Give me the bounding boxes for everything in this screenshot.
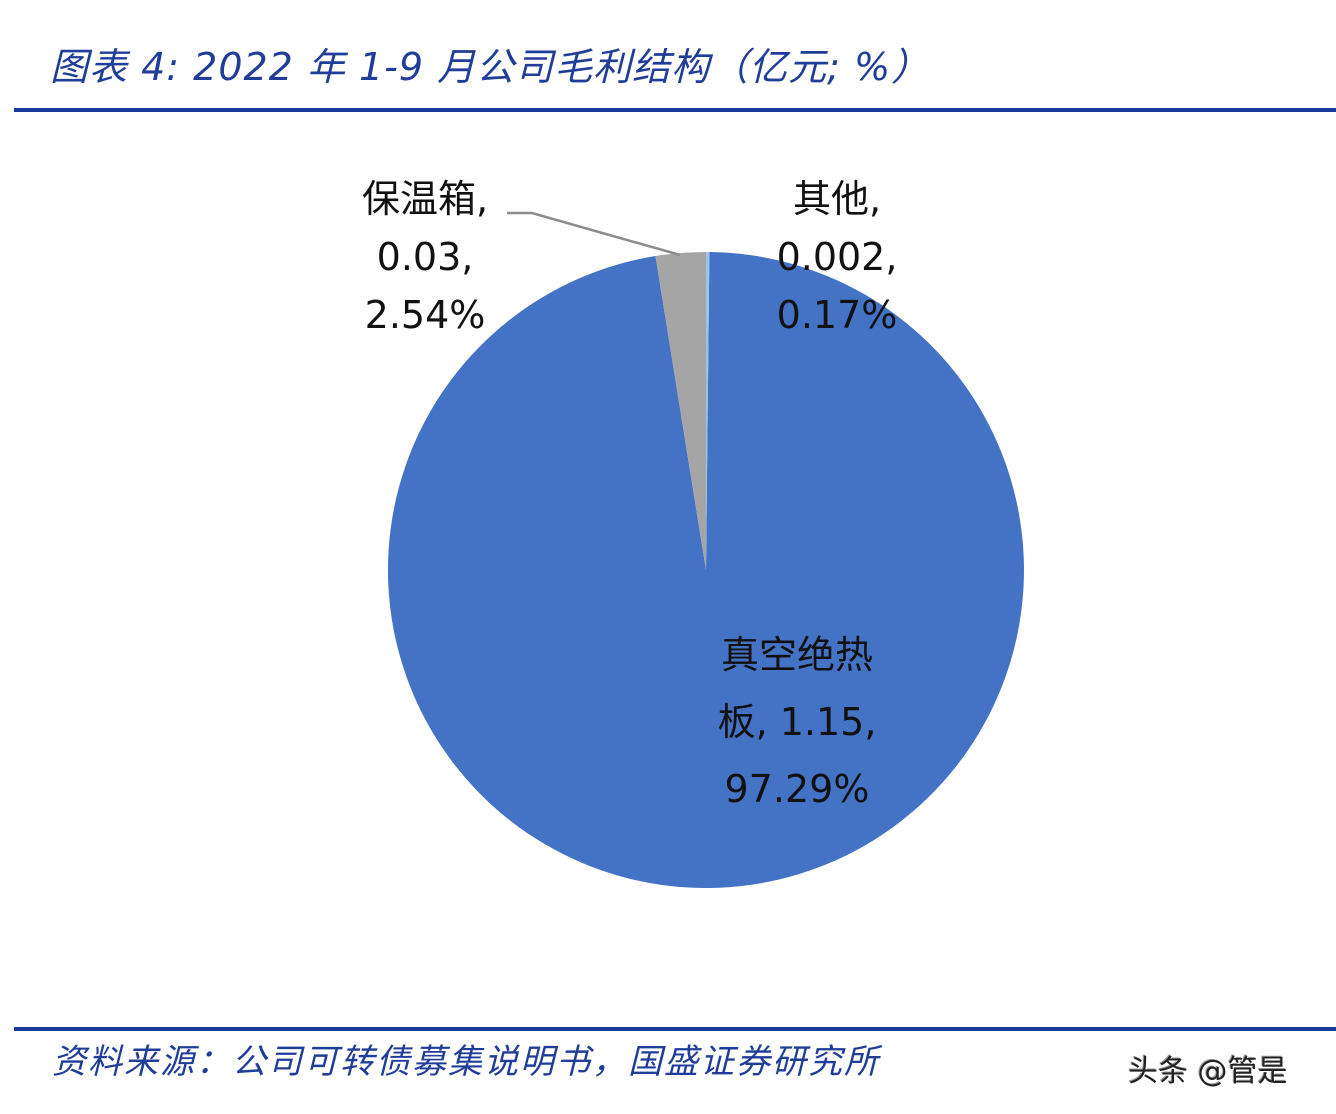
pie-slice-other [706,252,710,570]
chart-title: 图表 4: 2022 年 1-9 月公司毛利结构（亿元; %） [50,45,931,89]
pie-slice-insulated-box [655,252,706,570]
pie-slice-vacuum-panel [387,252,1024,889]
label-name: 其他, [792,177,882,221]
source-note: 资料来源：公司可转债募集说明书，国盛证券研究所 [52,1042,880,1082]
data-label-other: 其他, 0.002, 0.17% [762,170,912,344]
label-percent: 0.17% [776,293,898,337]
watermark: 头条 @管是 [1128,1054,1288,1089]
label-value: 0.03, [376,235,474,279]
label-value: 0.002, [776,235,898,279]
label-name: 真空绝热 [720,633,873,677]
data-label-vacuum-panel: 真空绝热 板, 1.15, 97.29% [692,622,902,823]
label-value: 板, 1.15, [717,700,877,744]
label-percent: 2.54% [364,293,486,337]
label-name: 保温箱, [361,177,489,221]
footer-divider [14,1027,1336,1031]
data-label-insulated-box: 保温箱, 0.03, 2.54% [340,170,510,344]
leader-line-insulated-box [507,211,681,257]
header-divider [14,108,1336,112]
label-percent: 97.29% [724,767,870,811]
